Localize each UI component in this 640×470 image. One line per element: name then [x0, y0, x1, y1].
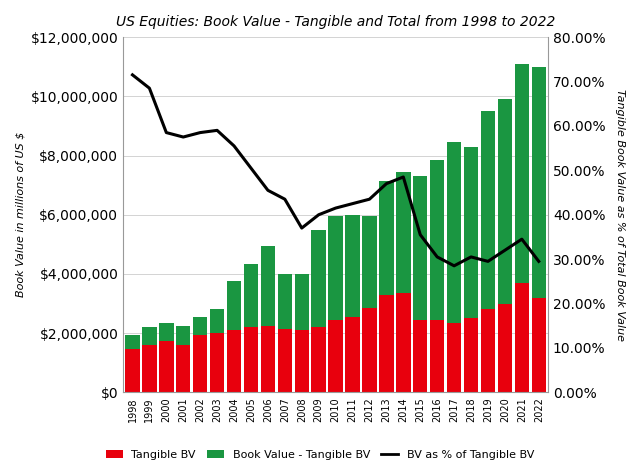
Bar	[532, 67, 546, 298]
Y-axis label: Book Value in millions of US $: Book Value in millions of US $	[15, 132, 25, 298]
Bar	[481, 309, 495, 392]
Bar	[142, 327, 157, 345]
BV as % of Tangible BV	[315, 212, 323, 218]
Bar	[430, 160, 444, 320]
Bar	[294, 274, 309, 330]
Bar	[193, 317, 207, 335]
Bar	[312, 229, 326, 327]
BV as % of Tangible BV	[501, 247, 509, 253]
BV as % of Tangible BV	[298, 225, 306, 231]
BV as % of Tangible BV	[535, 258, 543, 264]
Bar	[193, 335, 207, 392]
Bar	[125, 349, 140, 392]
Bar	[396, 293, 410, 392]
BV as % of Tangible BV	[518, 236, 525, 242]
Bar	[312, 327, 326, 392]
Bar	[328, 320, 343, 392]
BV as % of Tangible BV	[383, 181, 390, 187]
Bar	[159, 341, 173, 392]
Y-axis label: Tangible Book Value as % of Total Book Value: Tangible Book Value as % of Total Book V…	[615, 89, 625, 341]
Bar	[362, 308, 377, 392]
Bar	[498, 304, 512, 392]
Bar	[176, 326, 191, 345]
BV as % of Tangible BV	[365, 196, 373, 202]
Bar	[244, 264, 258, 327]
Bar	[244, 327, 258, 392]
BV as % of Tangible BV	[467, 254, 475, 260]
Bar	[328, 216, 343, 320]
BV as % of Tangible BV	[129, 72, 136, 78]
Bar	[346, 215, 360, 317]
BV as % of Tangible BV	[264, 188, 272, 193]
BV as % of Tangible BV	[281, 196, 289, 202]
BV as % of Tangible BV	[417, 232, 424, 237]
Bar	[278, 274, 292, 329]
Bar	[159, 323, 173, 341]
BV as % of Tangible BV	[349, 201, 356, 206]
BV as % of Tangible BV	[451, 263, 458, 269]
Bar	[447, 142, 461, 323]
Title: US Equities: Book Value - Tangible and Total from 1998 to 2022: US Equities: Book Value - Tangible and T…	[116, 15, 556, 29]
Bar	[294, 330, 309, 392]
Bar	[413, 176, 428, 320]
Line: BV as % of Tangible BV: BV as % of Tangible BV	[132, 75, 539, 266]
Bar	[515, 283, 529, 392]
Bar	[278, 329, 292, 392]
Bar	[532, 298, 546, 392]
Bar	[515, 64, 529, 283]
Bar	[210, 309, 224, 333]
BV as % of Tangible BV	[247, 165, 255, 171]
BV as % of Tangible BV	[230, 143, 238, 149]
BV as % of Tangible BV	[196, 130, 204, 135]
Bar	[447, 323, 461, 392]
BV as % of Tangible BV	[179, 134, 187, 140]
Bar	[176, 345, 191, 392]
Bar	[142, 345, 157, 392]
BV as % of Tangible BV	[484, 258, 492, 264]
Bar	[260, 246, 275, 326]
BV as % of Tangible BV	[163, 130, 170, 135]
Bar	[362, 216, 377, 308]
Bar	[498, 99, 512, 304]
BV as % of Tangible BV	[399, 174, 407, 180]
Bar	[430, 320, 444, 392]
Bar	[125, 335, 140, 349]
Bar	[464, 147, 478, 318]
Bar	[227, 330, 241, 392]
Bar	[481, 111, 495, 309]
Bar	[346, 317, 360, 392]
Bar	[413, 320, 428, 392]
Bar	[380, 295, 394, 392]
BV as % of Tangible BV	[332, 205, 339, 211]
Bar	[210, 333, 224, 392]
BV as % of Tangible BV	[145, 86, 153, 91]
Bar	[380, 180, 394, 295]
BV as % of Tangible BV	[433, 254, 441, 260]
Legend: Tangible BV, Book Value - Tangible BV, BV as % of Tangible BV: Tangible BV, Book Value - Tangible BV, B…	[102, 446, 538, 464]
Bar	[260, 326, 275, 392]
BV as % of Tangible BV	[213, 127, 221, 133]
Bar	[464, 318, 478, 392]
Bar	[396, 172, 410, 293]
Bar	[227, 282, 241, 330]
